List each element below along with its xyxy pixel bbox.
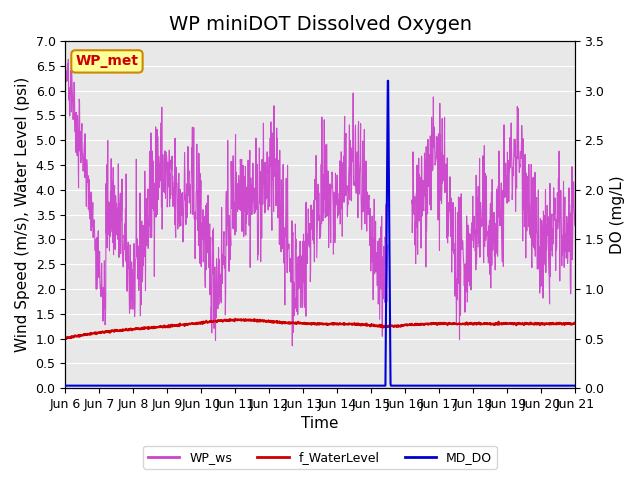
Y-axis label: Wind Speed (m/s), Water Level (psi): Wind Speed (m/s), Water Level (psi) [15, 77, 30, 352]
Title: WP miniDOT Dissolved Oxygen: WP miniDOT Dissolved Oxygen [168, 15, 472, 34]
X-axis label: Time: Time [301, 417, 339, 432]
Text: WP_met: WP_met [76, 54, 138, 69]
Legend: WP_ws, f_WaterLevel, MD_DO: WP_ws, f_WaterLevel, MD_DO [143, 446, 497, 469]
Y-axis label: DO (mg/L): DO (mg/L) [610, 175, 625, 254]
